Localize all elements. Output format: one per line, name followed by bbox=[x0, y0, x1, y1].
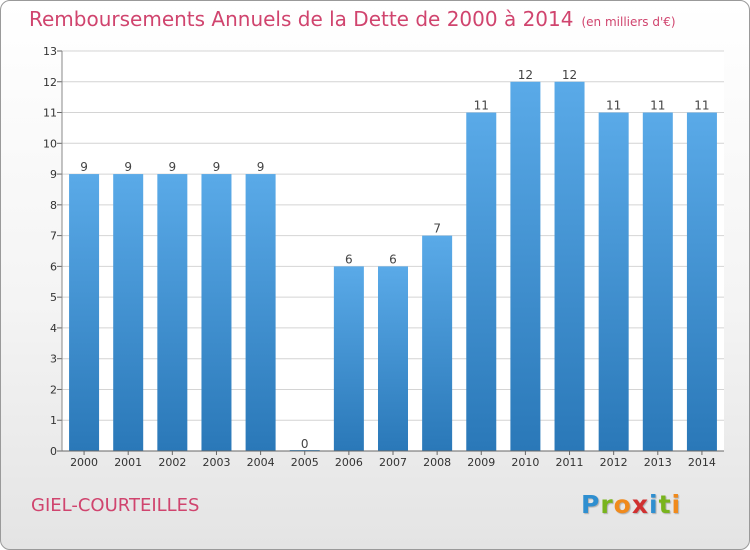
data-label-2010: 12 bbox=[518, 68, 533, 82]
bar-2003 bbox=[201, 174, 232, 452]
bar-2009 bbox=[466, 112, 497, 452]
title-unit: (en milliers d'€) bbox=[581, 15, 676, 29]
x-tick-label-2006: 2006 bbox=[335, 456, 363, 469]
y-tick-label: 12 bbox=[43, 76, 57, 89]
logo-letter: P bbox=[581, 490, 601, 519]
bar-2006 bbox=[333, 266, 364, 451]
bar-2004 bbox=[245, 174, 276, 452]
chart-title: Remboursements Annuels de la Dette de 20… bbox=[29, 7, 676, 31]
bar-2013 bbox=[642, 112, 673, 452]
x-tick-label-2011: 2011 bbox=[556, 456, 584, 469]
data-label-2003: 9 bbox=[213, 160, 221, 174]
x-tick-label-2001: 2001 bbox=[114, 456, 142, 469]
bar-2010 bbox=[510, 81, 541, 452]
y-tick-label: 4 bbox=[50, 322, 57, 335]
y-tick-label: 2 bbox=[50, 383, 57, 396]
bar-2007 bbox=[378, 266, 408, 451]
title-text: Remboursements Annuels de la Dette de 20… bbox=[29, 7, 574, 31]
data-label-2011: 12 bbox=[562, 68, 577, 82]
y-tick-label: 9 bbox=[50, 168, 57, 181]
y-tick-label: 3 bbox=[50, 353, 57, 366]
y-tick-label: 8 bbox=[50, 199, 57, 212]
x-tick-label-2002: 2002 bbox=[158, 456, 186, 469]
data-label-2000: 9 bbox=[80, 160, 88, 174]
bar-2014 bbox=[686, 112, 717, 452]
data-label-2002: 9 bbox=[169, 160, 177, 174]
x-tick-label-2000: 2000 bbox=[70, 456, 98, 469]
x-tick-label-2004: 2004 bbox=[247, 456, 275, 469]
y-tick-label: 5 bbox=[50, 291, 57, 304]
y-tick-label: 11 bbox=[43, 107, 57, 120]
data-label-2004: 9 bbox=[257, 160, 265, 174]
data-label-2006: 6 bbox=[345, 252, 353, 266]
data-label-2005: 0 bbox=[301, 437, 309, 451]
y-tick-label: 10 bbox=[43, 137, 57, 150]
bar-2000 bbox=[69, 174, 100, 452]
x-tick-label-2003: 2003 bbox=[202, 456, 230, 469]
x-tick-label-2010: 2010 bbox=[511, 456, 539, 469]
data-label-2001: 9 bbox=[124, 160, 132, 174]
bar-2012 bbox=[598, 112, 629, 452]
y-tick-label: 7 bbox=[50, 230, 57, 243]
x-tick-label-2008: 2008 bbox=[423, 456, 451, 469]
data-label-2012: 11 bbox=[606, 99, 621, 113]
x-tick-label-2007: 2007 bbox=[379, 456, 407, 469]
x-tick-label-2005: 2005 bbox=[291, 456, 319, 469]
x-tick-label-2014: 2014 bbox=[688, 456, 716, 469]
bars: 9 9 9 9 9 0 6 6 7 11 12 12 11 11 11 bbox=[69, 68, 717, 452]
y-tick-label: 6 bbox=[50, 260, 57, 273]
data-label-2007: 6 bbox=[389, 252, 397, 266]
bar-2008 bbox=[422, 235, 453, 451]
data-label-2009: 11 bbox=[474, 99, 489, 113]
x-tick-label-2012: 2012 bbox=[600, 456, 628, 469]
data-label-2008: 7 bbox=[433, 222, 441, 236]
bar-2011 bbox=[554, 81, 585, 452]
logo-letter: i bbox=[671, 490, 682, 519]
x-tick-label-2013: 2013 bbox=[644, 456, 672, 469]
logo-letter: i bbox=[649, 490, 659, 519]
logo-letter: o bbox=[613, 490, 632, 519]
bar-2001 bbox=[113, 174, 144, 452]
data-label-2014: 11 bbox=[694, 99, 709, 113]
data-label-2013: 11 bbox=[650, 99, 665, 113]
logo-letter: t bbox=[658, 490, 672, 519]
y-tick-label: 1 bbox=[50, 414, 57, 427]
x-tick-label-2009: 2009 bbox=[467, 456, 495, 469]
y-tick-label: 0 bbox=[50, 445, 57, 458]
logo-letter: x bbox=[631, 490, 649, 519]
bar-2002 bbox=[157, 174, 188, 452]
proxiti-logo[interactable]: Proxiti bbox=[581, 490, 681, 519]
logo-letter: r bbox=[600, 490, 614, 519]
commune-name: GIEL-COURTEILLES bbox=[31, 495, 200, 516]
y-tick-label: 13 bbox=[43, 45, 57, 58]
